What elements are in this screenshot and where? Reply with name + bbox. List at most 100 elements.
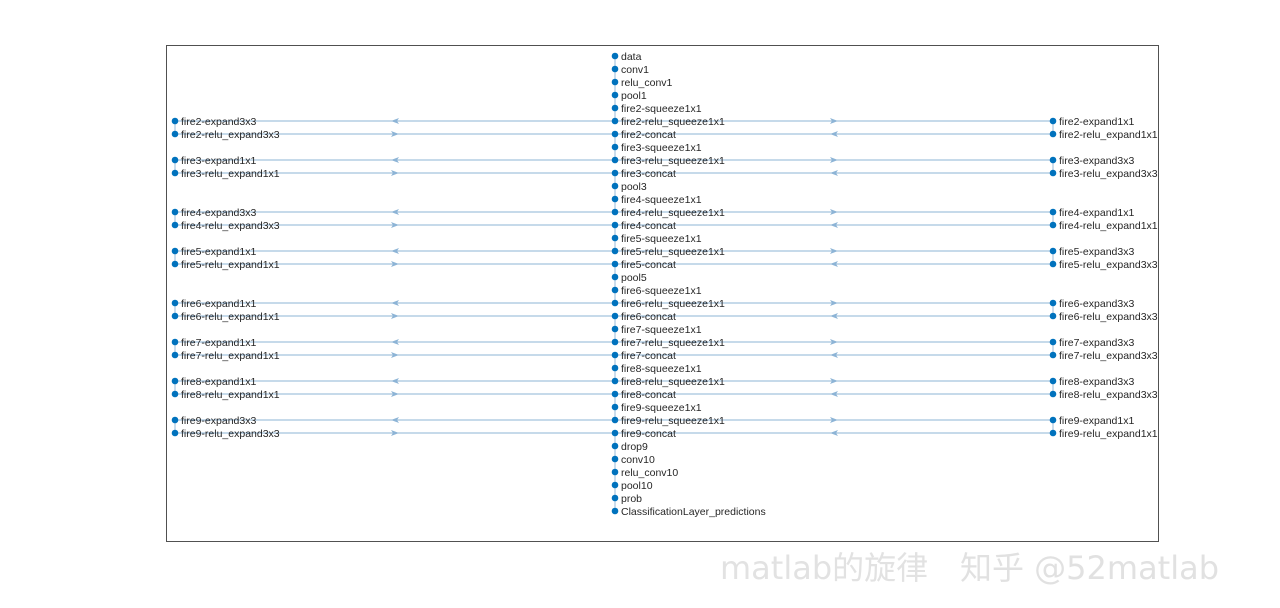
node-label: fire6-relu_squeeze1x1 bbox=[621, 298, 725, 310]
edge-arrowhead bbox=[830, 300, 838, 306]
edge-arrowhead bbox=[830, 313, 838, 319]
node-fire4-concat[interactable] bbox=[611, 221, 619, 229]
edge-arrowhead bbox=[391, 222, 399, 228]
node-fire5-squeeze1x1[interactable] bbox=[611, 234, 619, 242]
edge-arrowhead bbox=[391, 417, 399, 423]
node-label: fire3-squeeze1x1 bbox=[621, 142, 702, 154]
node-fire2-relu_expand1x1[interactable] bbox=[1049, 130, 1057, 138]
node-fire5-expand1x1[interactable] bbox=[171, 247, 179, 255]
node-fire2-expand3x3[interactable] bbox=[171, 117, 179, 125]
node-fire2-expand1x1[interactable] bbox=[1049, 117, 1057, 125]
node-fire3-expand3x3[interactable] bbox=[1049, 156, 1057, 164]
node-fire9-concat[interactable] bbox=[611, 429, 619, 437]
node-fire9-expand1x1[interactable] bbox=[1049, 416, 1057, 424]
node-fire3-concat[interactable] bbox=[611, 169, 619, 177]
node-fire8-relu_squeeze1x1[interactable] bbox=[611, 377, 619, 385]
node-fire6-expand3x3[interactable] bbox=[1049, 299, 1057, 307]
node-fire5-relu_expand3x3[interactable] bbox=[1049, 260, 1057, 268]
node-fire6-relu_expand1x1[interactable] bbox=[171, 312, 179, 320]
node-fire2-relu_expand3x3[interactable] bbox=[171, 130, 179, 138]
node-data[interactable] bbox=[611, 52, 619, 60]
node-fire9-expand3x3[interactable] bbox=[171, 416, 179, 424]
edge-arrowhead bbox=[391, 352, 399, 358]
node-fire9-squeeze1x1[interactable] bbox=[611, 403, 619, 411]
node-label: fire5-relu_expand1x1 bbox=[181, 259, 280, 271]
node-relu_conv1[interactable] bbox=[611, 78, 619, 86]
node-fire5-relu_expand1x1[interactable] bbox=[171, 260, 179, 268]
node-fire5-expand3x3[interactable] bbox=[1049, 247, 1057, 255]
edge-arrowhead bbox=[391, 157, 399, 163]
node-pool5[interactable] bbox=[611, 273, 619, 281]
node-label: relu_conv10 bbox=[621, 467, 678, 479]
node-fire7-relu_expand1x1[interactable] bbox=[171, 351, 179, 359]
node-prob[interactable] bbox=[611, 494, 619, 502]
node-label: fire4-relu_expand1x1 bbox=[1059, 220, 1158, 232]
node-label: fire5-concat bbox=[621, 259, 676, 271]
node-fire2-squeeze1x1[interactable] bbox=[611, 104, 619, 112]
node-fire4-expand3x3[interactable] bbox=[171, 208, 179, 216]
node-label: fire8-relu_expand3x3 bbox=[1059, 389, 1158, 401]
node-fire3-relu_expand3x3[interactable] bbox=[1049, 169, 1057, 177]
node-label: fire8-relu_squeeze1x1 bbox=[621, 376, 725, 388]
node-fire6-expand1x1[interactable] bbox=[171, 299, 179, 307]
node-fire2-concat[interactable] bbox=[611, 130, 619, 138]
node-fire7-relu_expand3x3[interactable] bbox=[1049, 351, 1057, 359]
edge-arrowhead bbox=[830, 430, 838, 436]
node-fire4-expand1x1[interactable] bbox=[1049, 208, 1057, 216]
node-fire2-relu_squeeze1x1[interactable] bbox=[611, 117, 619, 125]
node-label: fire6-squeeze1x1 bbox=[621, 285, 702, 297]
node-fire8-relu_expand3x3[interactable] bbox=[1049, 390, 1057, 398]
node-drop9[interactable] bbox=[611, 442, 619, 450]
node-fire7-relu_squeeze1x1[interactable] bbox=[611, 338, 619, 346]
node-fire5-concat[interactable] bbox=[611, 260, 619, 268]
node-label: fire9-expand3x3 bbox=[181, 415, 256, 427]
edge-arrowhead bbox=[830, 170, 838, 176]
edge-arrowhead bbox=[830, 131, 838, 137]
node-label: fire5-relu_expand3x3 bbox=[1059, 259, 1158, 271]
node-fire4-relu_expand3x3[interactable] bbox=[171, 221, 179, 229]
node-ClassificationLayer_predictions[interactable] bbox=[611, 507, 619, 515]
edge-arrowhead bbox=[830, 261, 838, 267]
node-fire7-expand1x1[interactable] bbox=[171, 338, 179, 346]
node-fire4-relu_expand1x1[interactable] bbox=[1049, 221, 1057, 229]
node-pool1[interactable] bbox=[611, 91, 619, 99]
node-fire7-expand3x3[interactable] bbox=[1049, 338, 1057, 346]
node-label: fire9-concat bbox=[621, 428, 676, 440]
node-label: fire9-squeeze1x1 bbox=[621, 402, 702, 414]
node-label: pool10 bbox=[621, 480, 653, 492]
node-fire6-concat[interactable] bbox=[611, 312, 619, 320]
node-fire3-relu_expand1x1[interactable] bbox=[171, 169, 179, 177]
node-fire8-squeeze1x1[interactable] bbox=[611, 364, 619, 372]
edge-arrowhead bbox=[830, 339, 838, 345]
edge-arrowhead bbox=[391, 118, 399, 124]
edge-arrowhead bbox=[830, 118, 838, 124]
node-label: fire7-relu_expand3x3 bbox=[1059, 350, 1158, 362]
node-relu_conv10[interactable] bbox=[611, 468, 619, 476]
node-fire9-relu_squeeze1x1[interactable] bbox=[611, 416, 619, 424]
edge-arrowhead bbox=[391, 430, 399, 436]
edge-arrowhead bbox=[830, 248, 838, 254]
node-fire8-relu_expand1x1[interactable] bbox=[171, 390, 179, 398]
node-conv1[interactable] bbox=[611, 65, 619, 73]
node-label: fire2-expand3x3 bbox=[181, 116, 256, 128]
node-fire5-relu_squeeze1x1[interactable] bbox=[611, 247, 619, 255]
node-fire6-relu_expand3x3[interactable] bbox=[1049, 312, 1057, 320]
node-fire3-relu_squeeze1x1[interactable] bbox=[611, 156, 619, 164]
node-conv10[interactable] bbox=[611, 455, 619, 463]
node-fire9-relu_expand1x1[interactable] bbox=[1049, 429, 1057, 437]
node-fire6-relu_squeeze1x1[interactable] bbox=[611, 299, 619, 307]
node-fire8-expand3x3[interactable] bbox=[1049, 377, 1057, 385]
node-fire8-expand1x1[interactable] bbox=[171, 377, 179, 385]
node-label: conv1 bbox=[621, 64, 649, 76]
node-fire4-relu_squeeze1x1[interactable] bbox=[611, 208, 619, 216]
node-pool3[interactable] bbox=[611, 182, 619, 190]
node-pool10[interactable] bbox=[611, 481, 619, 489]
node-fire7-squeeze1x1[interactable] bbox=[611, 325, 619, 333]
node-fire3-expand1x1[interactable] bbox=[171, 156, 179, 164]
node-fire4-squeeze1x1[interactable] bbox=[611, 195, 619, 203]
node-fire3-squeeze1x1[interactable] bbox=[611, 143, 619, 151]
node-fire8-concat[interactable] bbox=[611, 390, 619, 398]
node-fire6-squeeze1x1[interactable] bbox=[611, 286, 619, 294]
node-fire9-relu_expand3x3[interactable] bbox=[171, 429, 179, 437]
node-fire7-concat[interactable] bbox=[611, 351, 619, 359]
